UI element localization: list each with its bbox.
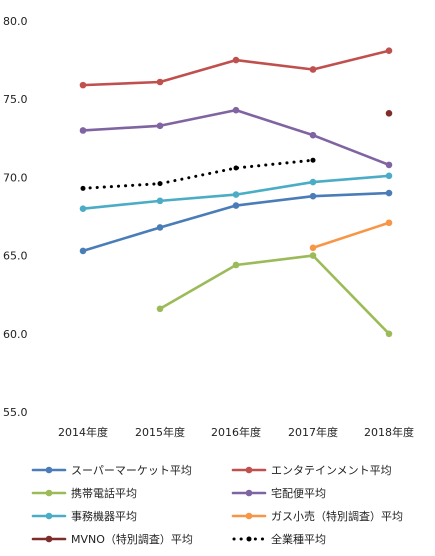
- y-tick-label: 70.0: [3, 171, 28, 184]
- series-line: [81, 158, 315, 190]
- data-point: [309, 178, 317, 186]
- series-5: [309, 219, 393, 252]
- y-axis: 55.0 60.0 65.0 70.0 75.0 80.0: [3, 15, 28, 419]
- series-0: [79, 189, 393, 255]
- series-line: [81, 108, 391, 167]
- x-tick-label: 2015年度: [135, 425, 185, 439]
- series-line: [158, 254, 391, 336]
- data-point: [385, 172, 393, 180]
- data-point: [232, 106, 240, 114]
- series-line: [81, 49, 391, 87]
- data-point: [309, 244, 317, 252]
- legend-marker: [245, 489, 253, 497]
- legend-marker: [45, 535, 53, 543]
- legend-item: 宅配便平均: [231, 486, 326, 500]
- data-point: [232, 261, 240, 269]
- data-point: [232, 202, 240, 209]
- series-2: [156, 252, 393, 338]
- x-axis: 2014年度 2015年度 2016年度 2017年度 2018年度: [58, 425, 414, 439]
- data-point: [232, 56, 240, 64]
- y-tick-label: 55.0: [3, 406, 28, 419]
- data-point: [156, 78, 164, 86]
- series-line: [311, 221, 391, 250]
- legend-label: 事務機器平均: [71, 509, 137, 523]
- data-point: [79, 247, 87, 255]
- legend-marker: [245, 466, 253, 474]
- data-point: [79, 81, 87, 89]
- data-point: [309, 131, 317, 139]
- data-point: [156, 305, 164, 313]
- x-tick-label: 2016年度: [211, 425, 261, 439]
- series-7: [80, 157, 316, 191]
- data-point: [309, 66, 317, 73]
- data-point: [385, 189, 393, 197]
- data-point: [385, 109, 393, 117]
- series-3: [79, 106, 393, 169]
- y-tick-label: 75.0: [3, 93, 28, 106]
- data-point: [232, 191, 240, 198]
- y-tick-label: 60.0: [3, 328, 28, 341]
- data-point: [309, 192, 317, 200]
- legend-label: 携帯電話平均: [71, 486, 137, 500]
- legend-item: ガス小売（特別調査）平均: [231, 509, 403, 523]
- data-point: [233, 165, 239, 171]
- legend-item: 携帯電話平均: [31, 486, 137, 500]
- legend-item: エンタテインメント平均: [231, 464, 392, 477]
- data-point: [385, 161, 393, 169]
- legend-marker: [45, 466, 53, 474]
- series-6: [385, 109, 393, 117]
- x-tick-label: 2017年度: [288, 425, 338, 439]
- data-point: [385, 219, 393, 227]
- legend-label: エンタテインメント平均: [271, 464, 392, 477]
- data-point: [156, 197, 164, 205]
- legend-item: スーパーマーケット平均: [31, 464, 192, 477]
- series-line: [81, 191, 391, 253]
- legend-marker: [246, 536, 252, 542]
- legend-item: 事務機器平均: [31, 509, 137, 523]
- data-point: [79, 127, 87, 134]
- y-tick-label: 65.0: [3, 250, 28, 263]
- data-point: [157, 181, 163, 187]
- legend-item: MVNO（特別調査）平均: [31, 532, 193, 546]
- data-point: [156, 224, 164, 231]
- legend-label: 全業種平均: [271, 532, 326, 546]
- x-tick-label: 2018年度: [364, 425, 414, 439]
- series-4: [79, 172, 393, 212]
- series-1: [79, 47, 393, 89]
- data-point: [79, 205, 87, 212]
- legend-label: スーパーマーケット平均: [71, 464, 192, 477]
- data-point: [310, 157, 316, 163]
- data-point: [80, 185, 86, 191]
- legend-label: ガス小売（特別調査）平均: [271, 509, 403, 523]
- plot-area: [79, 47, 393, 338]
- legend-label: 宅配便平均: [271, 486, 326, 500]
- legend-marker: [245, 512, 253, 520]
- data-point: [385, 330, 393, 338]
- data-point: [309, 252, 317, 259]
- legend-marker: [45, 512, 53, 520]
- data-point: [385, 47, 393, 55]
- x-tick-label: 2014年度: [58, 425, 108, 439]
- legend-item: 全業種平均: [232, 532, 326, 546]
- legend-label: MVNO（特別調査）平均: [71, 532, 193, 546]
- data-point: [156, 122, 164, 130]
- y-tick-label: 80.0: [3, 15, 28, 28]
- legend-marker: [45, 489, 53, 497]
